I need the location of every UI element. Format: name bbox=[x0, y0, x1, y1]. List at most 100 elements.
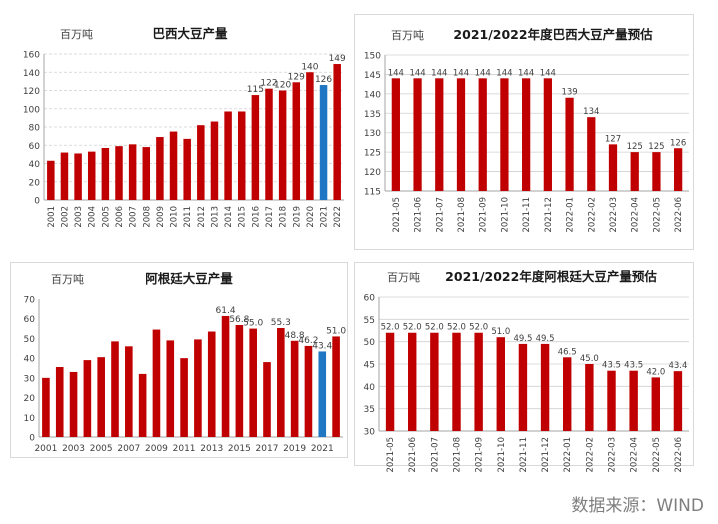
bar-2021-08 bbox=[456, 78, 466, 191]
bar-2022-01 bbox=[565, 97, 574, 191]
x-tick-label: 2022-02 bbox=[587, 197, 597, 233]
x-tick-label: 2012 bbox=[197, 206, 207, 228]
bar-2022 bbox=[332, 336, 340, 437]
unit-label: 百万吨 bbox=[60, 28, 93, 41]
bar-2004 bbox=[83, 360, 92, 437]
bar-2002 bbox=[60, 152, 69, 200]
data-label: 56.8 bbox=[229, 315, 249, 325]
x-tick-label: 2006 bbox=[115, 206, 125, 228]
bar-2022 bbox=[333, 64, 341, 200]
data-label: 45.0 bbox=[580, 354, 599, 364]
x-tick-label: 2010 bbox=[170, 206, 180, 228]
data-label: 122 bbox=[260, 79, 277, 89]
x-tick-label: 2018 bbox=[279, 206, 289, 228]
bar-2021-05 bbox=[385, 332, 395, 431]
bar-2021-06 bbox=[408, 332, 417, 431]
x-tick-label: 2022-05 bbox=[652, 437, 662, 473]
brazil-forecast-chart: 百万吨 2021/2022年度巴西大豆产量预估 115 120 125 130 135 140… bbox=[354, 14, 694, 250]
chart-title: 阿根廷大豆产量 bbox=[145, 271, 233, 286]
x-tick-label: 2016 bbox=[251, 206, 261, 228]
bar-2018 bbox=[277, 327, 285, 437]
bar-2022-02 bbox=[587, 117, 596, 191]
data-label: 43.5 bbox=[602, 361, 621, 371]
argentina-forecast-svg: 百万吨 2021/2022年度阿根廷大豆产量预估 30 35 40 45 50 55 60 52.… bbox=[364, 269, 689, 473]
bar-2021-06 bbox=[413, 78, 422, 191]
data-label: 144 bbox=[453, 68, 469, 78]
argentina-production-chart: 百万吨 阿根廷大豆产量 0 10 20 30 40 50 60 70 2001 2003 2005 200… bbox=[10, 262, 348, 458]
x-tick-label: 2003 bbox=[62, 444, 85, 454]
chart-title: 巴西大豆产量 bbox=[152, 26, 228, 41]
x-tick-label: 2015 bbox=[228, 444, 251, 454]
bar-2021-10 bbox=[500, 78, 509, 191]
x-tick-label: 2022-03 bbox=[608, 437, 618, 473]
x-tick-label: 2011 bbox=[183, 206, 193, 228]
bar-2008 bbox=[138, 373, 147, 437]
data-source-label: 数据来源：WIND bbox=[571, 496, 704, 516]
y-tick-label: 120 bbox=[364, 168, 381, 178]
unit-label: 百万吨 bbox=[387, 271, 420, 284]
bar-2022-04 bbox=[629, 370, 638, 431]
bar-2021-10 bbox=[496, 337, 505, 431]
x-tick-label: 2015 bbox=[238, 206, 248, 228]
x-tick-label: 2021-07 bbox=[430, 437, 440, 473]
unit-label: 百万吨 bbox=[391, 29, 424, 42]
bar-2022-01 bbox=[563, 357, 572, 431]
data-label: 144 bbox=[496, 68, 512, 78]
y-tick-label: 100 bbox=[23, 105, 40, 115]
x-tick-label: 2020 bbox=[306, 206, 316, 228]
y-tick-label: 50 bbox=[364, 338, 376, 348]
y-tick-label: 0 bbox=[29, 434, 35, 444]
x-tick-label: 2009 bbox=[156, 206, 166, 228]
x-tick-label: 2019 bbox=[283, 444, 306, 454]
y-tick-label: 50 bbox=[24, 335, 36, 345]
data-label: 46.2 bbox=[298, 336, 318, 346]
y-tick-label: 40 bbox=[364, 383, 376, 393]
bar-2020 bbox=[306, 72, 314, 200]
x-tick-label: 2022-03 bbox=[609, 197, 619, 233]
y-tick-label: 20 bbox=[29, 178, 41, 188]
bar-2021-11 bbox=[522, 78, 531, 191]
data-label: 144 bbox=[388, 68, 404, 78]
y-tick-label: 70 bbox=[24, 296, 36, 306]
bar-2005 bbox=[101, 147, 110, 200]
argentina-production-svg: 百万吨 阿根廷大豆产量 0 10 20 30 40 50 60 70 2001 2003 2005 200… bbox=[24, 271, 347, 454]
data-label: 144 bbox=[518, 68, 534, 78]
x-tick-label: 2021-05 bbox=[392, 197, 402, 233]
bar-2021-08 bbox=[452, 332, 461, 431]
y-tick-label: 135 bbox=[364, 110, 381, 120]
data-label: 144 bbox=[431, 68, 447, 78]
x-tick-label: 2009 bbox=[145, 444, 168, 454]
bar-2020 bbox=[304, 345, 313, 437]
y-tick-label: 145 bbox=[364, 71, 381, 81]
y-tick-label: 45 bbox=[364, 361, 375, 371]
y-tick-label: 140 bbox=[23, 69, 40, 79]
bar-2006 bbox=[115, 146, 123, 200]
data-label: 125 bbox=[648, 142, 664, 152]
bar-2009 bbox=[152, 329, 161, 437]
bar-2022-05 bbox=[651, 377, 660, 431]
data-label: 43.5 bbox=[624, 361, 643, 371]
y-tick-label: 60 bbox=[24, 315, 36, 325]
x-tick-label: 2022-04 bbox=[631, 197, 641, 233]
x-tick-label: 2017 bbox=[256, 444, 279, 454]
data-label: 49.5 bbox=[513, 334, 532, 344]
data-label: 140 bbox=[301, 62, 318, 72]
bar-2019 bbox=[290, 340, 299, 437]
y-tick-label: 60 bbox=[364, 294, 376, 304]
data-label: 55.0 bbox=[243, 319, 263, 329]
bar-2013 bbox=[207, 331, 216, 437]
bar-2021-07 bbox=[430, 332, 439, 431]
x-tick-label: 2021-10 bbox=[500, 197, 510, 233]
y-tick-label: 30 bbox=[364, 428, 376, 438]
data-label: 55.3 bbox=[271, 318, 291, 328]
data-label: 144 bbox=[540, 68, 556, 78]
y-tick-label: 120 bbox=[23, 87, 40, 97]
data-label: 61.4 bbox=[216, 306, 236, 316]
y-tick-label: 115 bbox=[364, 188, 381, 198]
data-label: 49.5 bbox=[536, 334, 555, 344]
bar-2011 bbox=[183, 138, 191, 200]
y-tick-label: 150 bbox=[364, 52, 381, 62]
x-tick-label: 2021-08 bbox=[457, 197, 467, 233]
bar-2022-05 bbox=[652, 152, 661, 191]
data-label: 134 bbox=[583, 107, 599, 117]
